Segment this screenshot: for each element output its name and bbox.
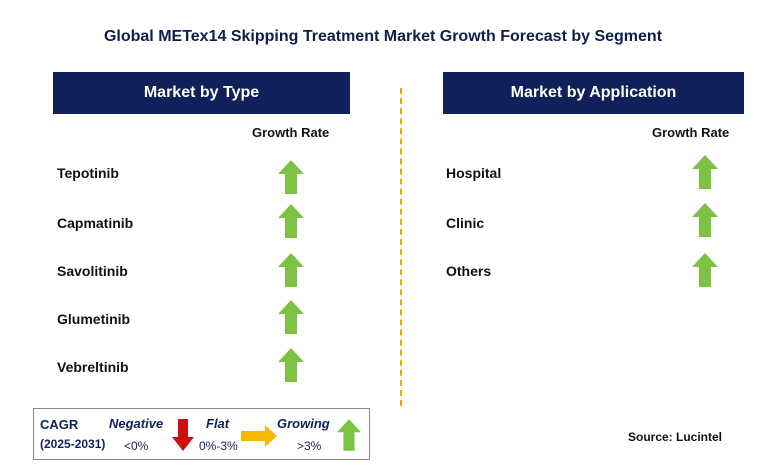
up-arrow-icon	[692, 253, 718, 287]
type-item-capmatinib: Capmatinib	[57, 215, 134, 231]
cagr-legend: CAGR (2025-2031) Negative <0% Flat 0%-3%…	[33, 408, 370, 460]
flat-arrow-icon	[241, 425, 277, 447]
up-arrow-icon	[692, 203, 718, 237]
legend-flat-range: 0%-3%	[199, 439, 238, 453]
type-item-savolitinib: Savolitinib	[57, 263, 128, 279]
type-growth-rate-label: Growth Rate	[252, 125, 330, 140]
panel-divider	[400, 88, 402, 406]
up-arrow-icon	[337, 419, 361, 451]
application-growth-rate-label: Growth Rate	[652, 125, 730, 140]
application-item-hospital: Hospital	[446, 165, 502, 181]
type-item-tepotinib: Tepotinib	[57, 165, 119, 181]
type-item-glumetinib: Glumetinib	[57, 311, 131, 327]
legend-negative-label: Negative	[109, 416, 164, 431]
type-panel-header: Market by Type	[53, 72, 350, 114]
up-arrow-icon	[278, 253, 304, 287]
legend-growing-range: >3%	[297, 439, 322, 453]
legend-period-label: (2025-2031)	[40, 437, 106, 451]
source-label: Source: Lucintel	[628, 430, 723, 444]
application-item-clinic: Clinic	[446, 215, 485, 231]
application-item-others: Others	[446, 263, 492, 279]
down-arrow-icon	[172, 419, 194, 451]
legend-cagr-label: CAGR	[40, 417, 79, 432]
up-arrow-icon	[278, 160, 304, 194]
up-arrow-icon	[278, 204, 304, 238]
up-arrow-icon	[278, 300, 304, 334]
application-panel-header: Market by Application	[443, 72, 744, 114]
type-item-vebreltinib: Vebreltinib	[57, 359, 129, 375]
legend-negative-range: <0%	[124, 439, 149, 453]
chart-title: Global METex14 Skipping Treatment Market…	[103, 28, 663, 45]
up-arrow-icon	[692, 155, 718, 189]
up-arrow-icon	[278, 348, 304, 382]
legend-growing-label: Growing	[277, 416, 330, 431]
legend-flat-label: Flat	[206, 416, 230, 431]
